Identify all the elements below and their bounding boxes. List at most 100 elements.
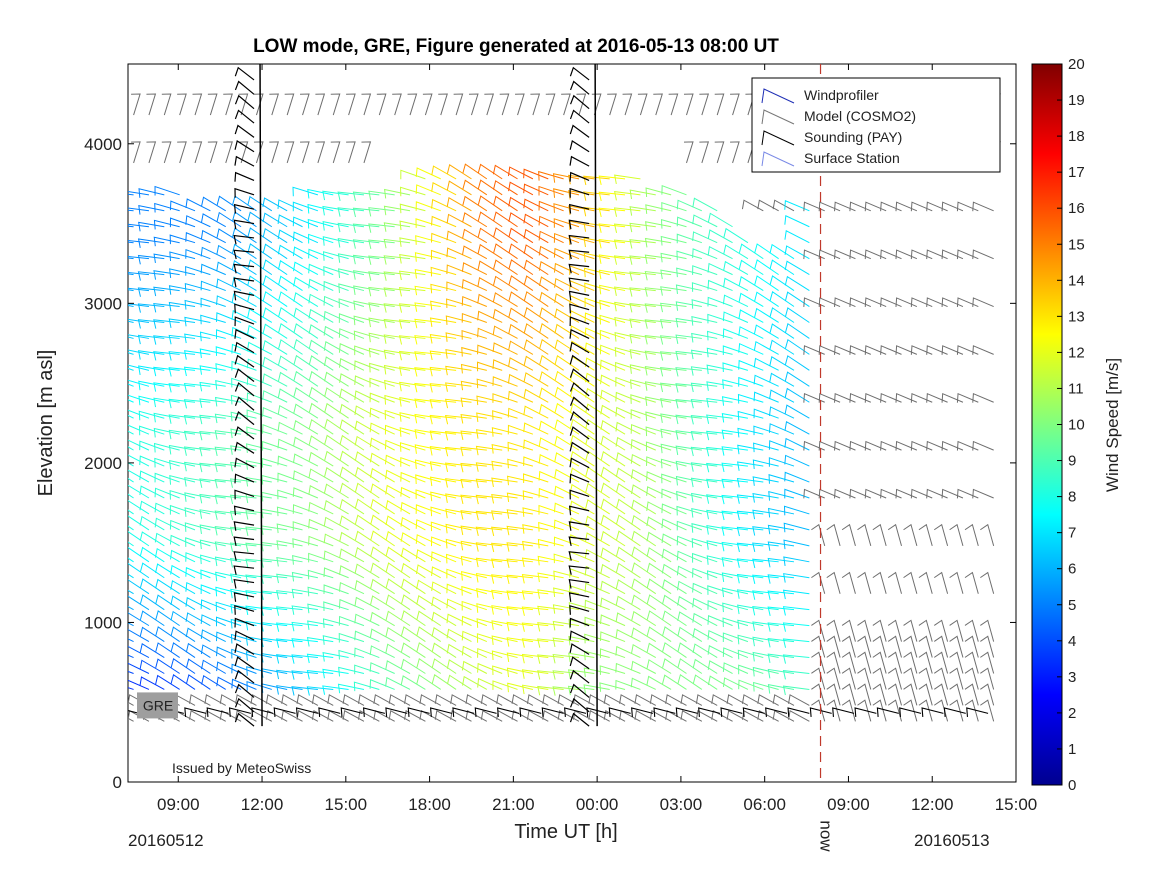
wind-barb — [738, 664, 764, 675]
wind-barb — [491, 605, 518, 615]
wind-barb — [177, 93, 187, 116]
wind-barb — [278, 322, 303, 339]
wind-barb — [585, 515, 610, 531]
wind-barb — [818, 345, 841, 355]
legend-swatch — [761, 130, 795, 146]
wind-barb — [887, 619, 902, 642]
wind-barb — [690, 492, 718, 503]
wind-barb — [949, 619, 964, 642]
wind-barb — [497, 707, 520, 717]
wind-barb — [308, 501, 334, 515]
wind-barb — [526, 694, 549, 706]
wind-barb — [926, 345, 948, 355]
wind-barb — [246, 681, 272, 691]
wind-barb — [450, 694, 472, 706]
wind-barb — [523, 439, 549, 451]
wind-barb — [599, 665, 626, 675]
wind-barb — [357, 694, 380, 706]
colorbar-tick-label: 4 — [1068, 633, 1076, 650]
wind-barb — [783, 573, 810, 583]
wind-barb — [431, 198, 457, 212]
wind-barb — [569, 630, 590, 641]
wind-barb — [834, 201, 856, 212]
wind-barb — [368, 255, 395, 265]
wind-barb — [569, 411, 590, 426]
wind-barb — [155, 578, 180, 595]
wind-barb — [214, 478, 242, 489]
wind-barb — [585, 434, 610, 451]
wind-barb — [185, 537, 211, 547]
wind-barb — [215, 571, 242, 582]
wind-barb — [414, 335, 441, 345]
wind-barb — [293, 261, 319, 276]
wind-barb — [491, 574, 518, 584]
wind-barb — [523, 213, 549, 228]
wind-barb — [660, 319, 687, 329]
wind-barb — [569, 368, 590, 382]
wind-barb — [752, 493, 779, 503]
wind-barb — [538, 521, 564, 532]
wind-barb — [675, 475, 702, 486]
wind-barb — [707, 600, 733, 611]
wind-barb — [491, 494, 518, 504]
wind-barb — [599, 359, 626, 371]
wind-barb — [323, 567, 349, 579]
wind-barb — [769, 372, 795, 387]
wind-barb — [631, 627, 657, 643]
wind-barb — [584, 297, 610, 308]
wind-barb — [598, 284, 626, 295]
wind-barb — [385, 643, 411, 658]
wind-barb — [168, 334, 196, 345]
wind-barb — [568, 592, 590, 602]
wind-barb — [169, 475, 196, 485]
wind-barb — [783, 539, 810, 550]
wind-barb — [292, 487, 319, 499]
wind-barb — [811, 619, 826, 642]
wind-barb — [339, 548, 365, 563]
wind-barb — [539, 323, 564, 339]
wind-barb — [431, 165, 457, 180]
wind-barb — [767, 590, 795, 600]
wind-barb — [752, 636, 779, 647]
wind-barb — [475, 526, 503, 537]
wind-barb — [460, 494, 487, 505]
wind-barb — [659, 335, 687, 345]
wind-barb — [554, 386, 580, 403]
wind-barb — [200, 314, 226, 325]
wind-barb — [569, 473, 590, 484]
wind-barb — [262, 212, 288, 228]
wind-barb — [170, 595, 196, 611]
wind-barb — [599, 648, 626, 659]
wind-barb — [460, 462, 487, 473]
wind-barb — [614, 174, 641, 185]
wind-barb — [346, 141, 356, 164]
wind-barb — [841, 667, 856, 690]
station-box — [137, 692, 178, 719]
wind-barb — [184, 316, 211, 327]
wind-barb — [730, 93, 740, 116]
colorbar-tick-label: 10 — [1068, 417, 1085, 434]
wind-barb — [128, 499, 150, 515]
wind-barb — [277, 244, 303, 260]
wind-barb — [215, 329, 242, 339]
wind-barb — [462, 228, 488, 244]
wind-barb — [690, 382, 718, 393]
wind-barb — [292, 231, 319, 244]
wind-barb — [676, 535, 703, 547]
wind-barb — [293, 370, 319, 387]
x-tick-label: 03:00 — [660, 795, 703, 814]
wind-barb — [644, 381, 672, 391]
wind-barb — [276, 654, 303, 664]
wind-barb — [183, 446, 211, 456]
wind-barb — [661, 579, 687, 595]
wind-barb — [307, 586, 334, 597]
wind-barb — [146, 93, 157, 116]
wind-barb — [461, 645, 488, 658]
wind-barb — [826, 683, 841, 706]
wind-barb — [811, 699, 826, 722]
wind-barb — [234, 109, 255, 124]
wind-barb — [385, 530, 411, 547]
wind-barb — [401, 626, 426, 643]
wind-barb — [880, 201, 902, 212]
wind-barb — [857, 523, 872, 546]
